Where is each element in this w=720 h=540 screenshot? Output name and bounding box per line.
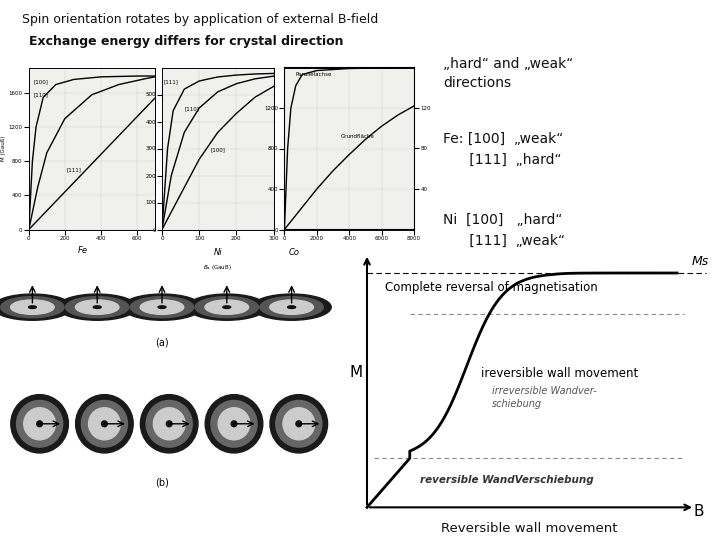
Ellipse shape — [270, 395, 328, 453]
Text: [111]: [111] — [164, 80, 179, 85]
Ellipse shape — [102, 421, 107, 427]
Text: [100]: [100] — [210, 147, 225, 152]
Ellipse shape — [130, 296, 194, 318]
Text: [111]: [111] — [67, 167, 81, 172]
Text: [110]: [110] — [33, 92, 48, 98]
Ellipse shape — [122, 294, 202, 320]
Text: M: M — [350, 364, 363, 380]
Ellipse shape — [66, 296, 129, 318]
Ellipse shape — [76, 300, 119, 314]
Text: Reversible wall movement: Reversible wall movement — [441, 522, 618, 535]
Text: (a): (a) — [156, 337, 168, 347]
Text: „hard“ and „weak“
directions: „hard“ and „weak“ directions — [443, 57, 573, 90]
Ellipse shape — [140, 300, 184, 314]
Ellipse shape — [270, 300, 313, 314]
Ellipse shape — [276, 401, 322, 447]
Text: Ni: Ni — [214, 248, 222, 257]
Ellipse shape — [195, 296, 258, 318]
Ellipse shape — [296, 421, 302, 427]
Text: [110]: [110] — [184, 107, 199, 112]
Ellipse shape — [11, 395, 68, 453]
Ellipse shape — [158, 306, 166, 308]
Ellipse shape — [1, 296, 64, 318]
Text: B: B — [693, 503, 703, 518]
Ellipse shape — [218, 408, 250, 440]
Text: Complete reversal of magnetisation: Complete reversal of magnetisation — [384, 281, 598, 294]
Ellipse shape — [187, 294, 266, 320]
Ellipse shape — [58, 294, 137, 320]
Ellipse shape — [0, 294, 72, 320]
Text: Ni  [100]   „hard“
      [111]  „weak“: Ni [100] „hard“ [111] „weak“ — [443, 213, 564, 248]
Ellipse shape — [252, 294, 331, 320]
Text: $B_a$ (GauB): $B_a$ (GauB) — [204, 262, 232, 272]
Ellipse shape — [81, 401, 127, 447]
Text: Spin orientation rotates by application of external B-field: Spin orientation rotates by application … — [22, 14, 378, 26]
Ellipse shape — [24, 408, 55, 440]
Text: [100]: [100] — [33, 79, 48, 84]
Ellipse shape — [94, 306, 101, 308]
Ellipse shape — [76, 395, 133, 453]
Ellipse shape — [205, 395, 263, 453]
Ellipse shape — [205, 300, 248, 314]
Text: ireversible wall movement: ireversible wall movement — [481, 367, 639, 380]
Ellipse shape — [288, 306, 295, 308]
Ellipse shape — [17, 401, 63, 447]
Text: Ms: Ms — [691, 255, 708, 268]
Ellipse shape — [222, 306, 230, 308]
Ellipse shape — [89, 408, 120, 440]
Ellipse shape — [140, 395, 198, 453]
Text: (b): (b) — [155, 477, 169, 487]
Ellipse shape — [37, 421, 42, 427]
Ellipse shape — [153, 408, 185, 440]
Ellipse shape — [166, 421, 172, 427]
Text: Grundfläche: Grundfläche — [341, 134, 375, 139]
Y-axis label: M (Gauß): M (Gauß) — [1, 136, 6, 161]
Ellipse shape — [283, 408, 315, 440]
Text: Fe: Fe — [78, 246, 88, 255]
Text: irreversible Wandver-
schiebung: irreversible Wandver- schiebung — [492, 386, 596, 409]
Ellipse shape — [211, 401, 257, 447]
Ellipse shape — [29, 306, 36, 308]
Text: reversible WandVerschiebung: reversible WandVerschiebung — [420, 475, 594, 485]
Ellipse shape — [146, 401, 192, 447]
Text: Co: Co — [289, 248, 300, 257]
Text: Fe: [100]  „weak“
      [111]  „hard“: Fe: [100] „weak“ [111] „hard“ — [443, 132, 563, 167]
Text: Exchange energy differs for crystal direction: Exchange energy differs for crystal dire… — [29, 35, 343, 48]
Ellipse shape — [11, 300, 54, 314]
Ellipse shape — [231, 421, 237, 427]
Ellipse shape — [260, 296, 323, 318]
Text: Parallelachse: Parallelachse — [296, 72, 332, 77]
